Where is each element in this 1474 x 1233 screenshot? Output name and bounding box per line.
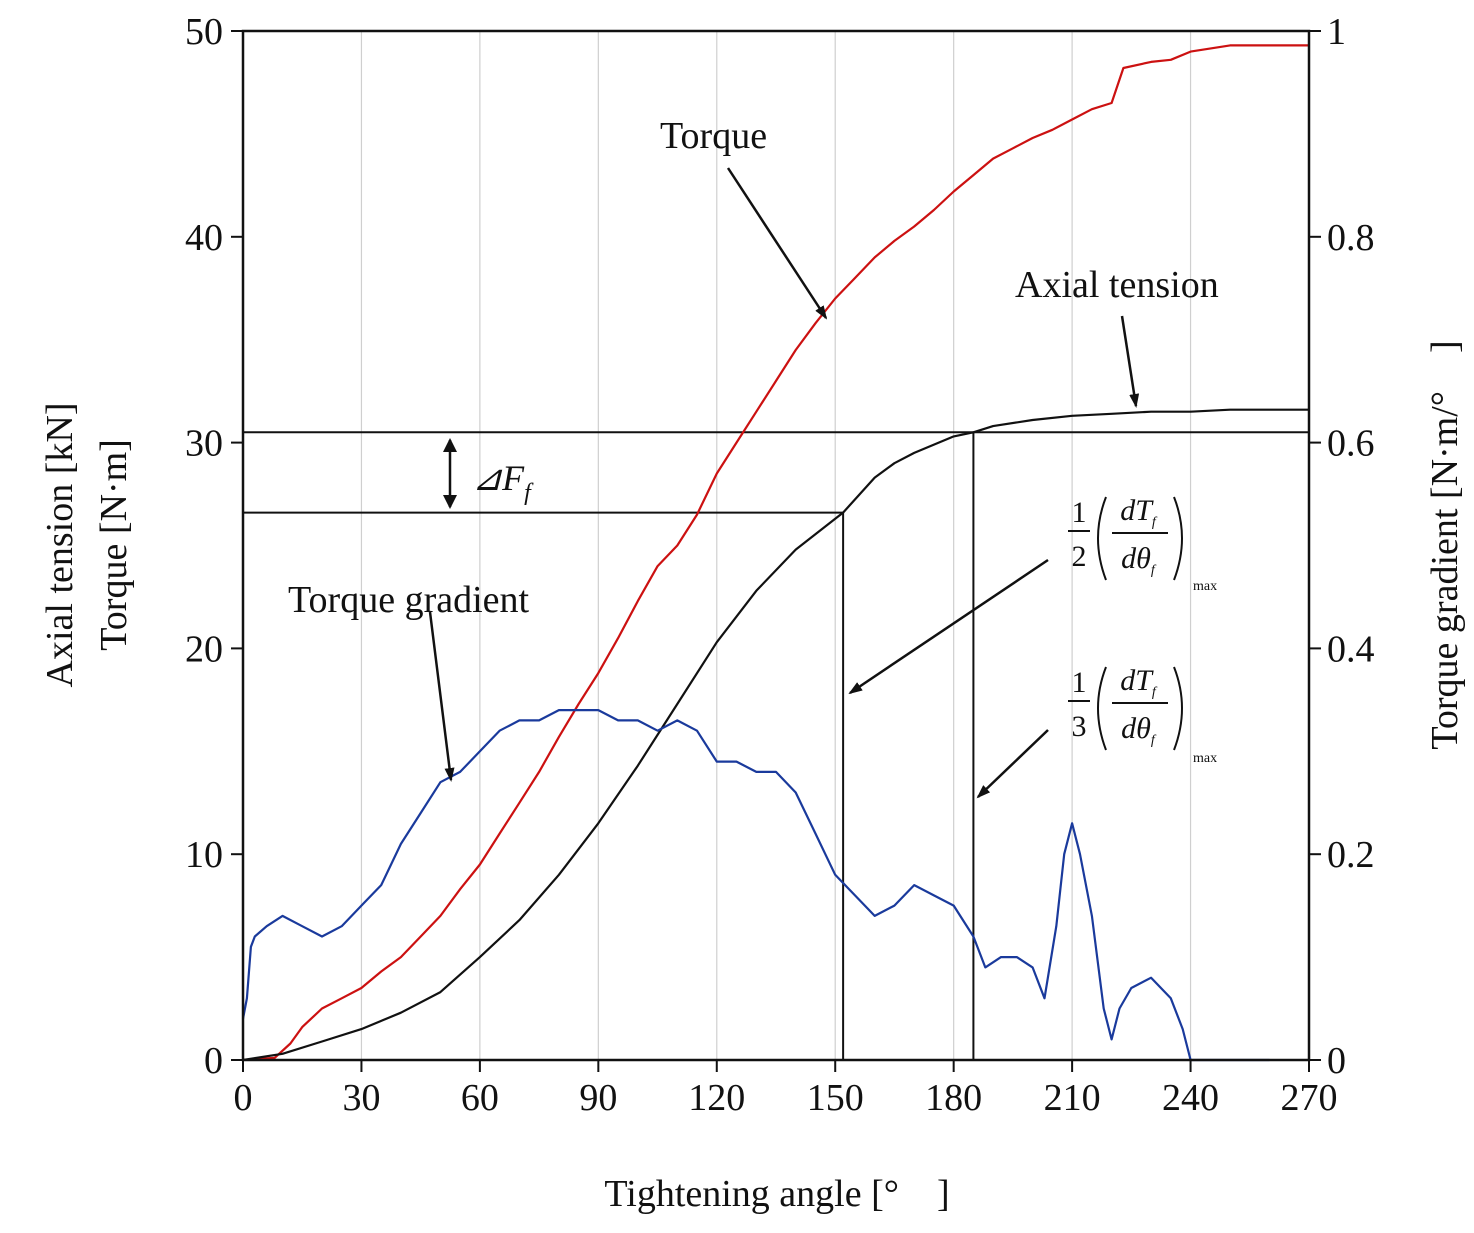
half-deriv-num: dTf bbox=[1120, 494, 1158, 530]
torque-label: Torque bbox=[660, 115, 767, 157]
half-max: max bbox=[1193, 579, 1217, 594]
third-max: max bbox=[1193, 751, 1217, 766]
torque-gradient-arrow bbox=[428, 611, 455, 782]
y-right-tick-label: 0.2 bbox=[1327, 834, 1375, 876]
half-num: 1 bbox=[1072, 496, 1087, 529]
y-right-tick-label: 0.6 bbox=[1327, 423, 1375, 465]
x-tick-label: 90 bbox=[579, 1077, 617, 1119]
x-tick-label: 0 bbox=[234, 1077, 253, 1119]
axial-tension-line bbox=[242, 408, 1309, 1062]
y-left-tick-label: 50 bbox=[185, 11, 223, 53]
x-tick-label: 180 bbox=[925, 1077, 982, 1119]
x-tick-label: 30 bbox=[342, 1077, 380, 1119]
half-gradient-formula: 1 2 dTf dθf max bbox=[1068, 494, 1217, 594]
x-tick-label: 150 bbox=[807, 1077, 864, 1119]
third-arrow bbox=[976, 729, 1049, 799]
half-deriv-den: dθf bbox=[1121, 542, 1157, 578]
plot-frame bbox=[241, 29, 1311, 1062]
y-left-tick-label: 30 bbox=[185, 423, 223, 465]
half-arrow bbox=[848, 558, 1049, 695]
x-tick-label: 270 bbox=[1281, 1077, 1338, 1119]
half-left-paren bbox=[1097, 496, 1107, 581]
x-tick-label: 60 bbox=[461, 1077, 499, 1119]
third-right-paren bbox=[1173, 666, 1183, 751]
third-deriv-den: dθf bbox=[1121, 712, 1157, 748]
delta-symbol: ⊿ bbox=[472, 458, 503, 498]
y-right-tick-label: 1 bbox=[1327, 11, 1346, 53]
y-right-axis-title: Torque gradient [N·m/° ] bbox=[1424, 340, 1466, 749]
y-right-tick-label: 0.4 bbox=[1327, 628, 1375, 670]
axial-tension-arrow bbox=[1120, 315, 1140, 408]
y-left-axis-title-line2: Torque [N·m] bbox=[93, 439, 135, 651]
series-lines bbox=[241, 44, 1309, 1062]
third-left-paren bbox=[1097, 666, 1107, 751]
delta-f-arrowhead-bottom bbox=[443, 495, 457, 509]
half-right-paren bbox=[1173, 496, 1183, 581]
vertical-gridlines bbox=[360, 31, 1192, 1060]
x-tick-label: 240 bbox=[1162, 1077, 1219, 1119]
delta-sub: f bbox=[524, 480, 534, 506]
delta-var: F bbox=[501, 458, 525, 498]
half-den: 2 bbox=[1072, 540, 1087, 573]
x-tick-label: 120 bbox=[688, 1077, 745, 1119]
y-left-axis-ticks: 0 10 20 30 40 50 bbox=[185, 11, 243, 1082]
third-den: 3 bbox=[1072, 710, 1087, 743]
y-right-tick-label: 0 bbox=[1327, 1040, 1346, 1082]
y-left-tick-label: 20 bbox=[185, 628, 223, 670]
delta-f-label: ⊿Ff bbox=[472, 458, 534, 506]
y-left-tick-label: 0 bbox=[204, 1040, 223, 1082]
y-left-tick-label: 40 bbox=[185, 217, 223, 259]
third-deriv-num: dTf bbox=[1120, 664, 1158, 700]
y-left-tick-label: 10 bbox=[185, 834, 223, 876]
y-right-tick-label: 0.8 bbox=[1327, 217, 1375, 259]
torque-line bbox=[242, 44, 1309, 1062]
x-tick-label: 210 bbox=[1044, 1077, 1101, 1119]
torque-gradient-label: Torque gradient bbox=[288, 579, 530, 621]
x-axis-ticks: 0 30 60 90 120 150 180 210 240 270 bbox=[234, 1060, 1338, 1119]
delta-f-arrowhead-top bbox=[443, 438, 457, 452]
torque-gradient-line bbox=[241, 708, 1270, 1062]
torque-arrow bbox=[726, 167, 828, 320]
x-axis-title: Tightening angle [° ] bbox=[604, 1173, 949, 1215]
y-left-axis-title-line1: Axial tension [kN] bbox=[39, 403, 81, 688]
y-right-axis-ticks: 0 0.2 0.4 0.6 0.8 1 bbox=[1309, 11, 1375, 1082]
axial-tension-label: Axial tension bbox=[1015, 264, 1219, 306]
third-num: 1 bbox=[1072, 666, 1087, 699]
third-gradient-formula: 1 3 dTf dθf max bbox=[1068, 664, 1217, 766]
reference-lines bbox=[243, 431, 1309, 1060]
